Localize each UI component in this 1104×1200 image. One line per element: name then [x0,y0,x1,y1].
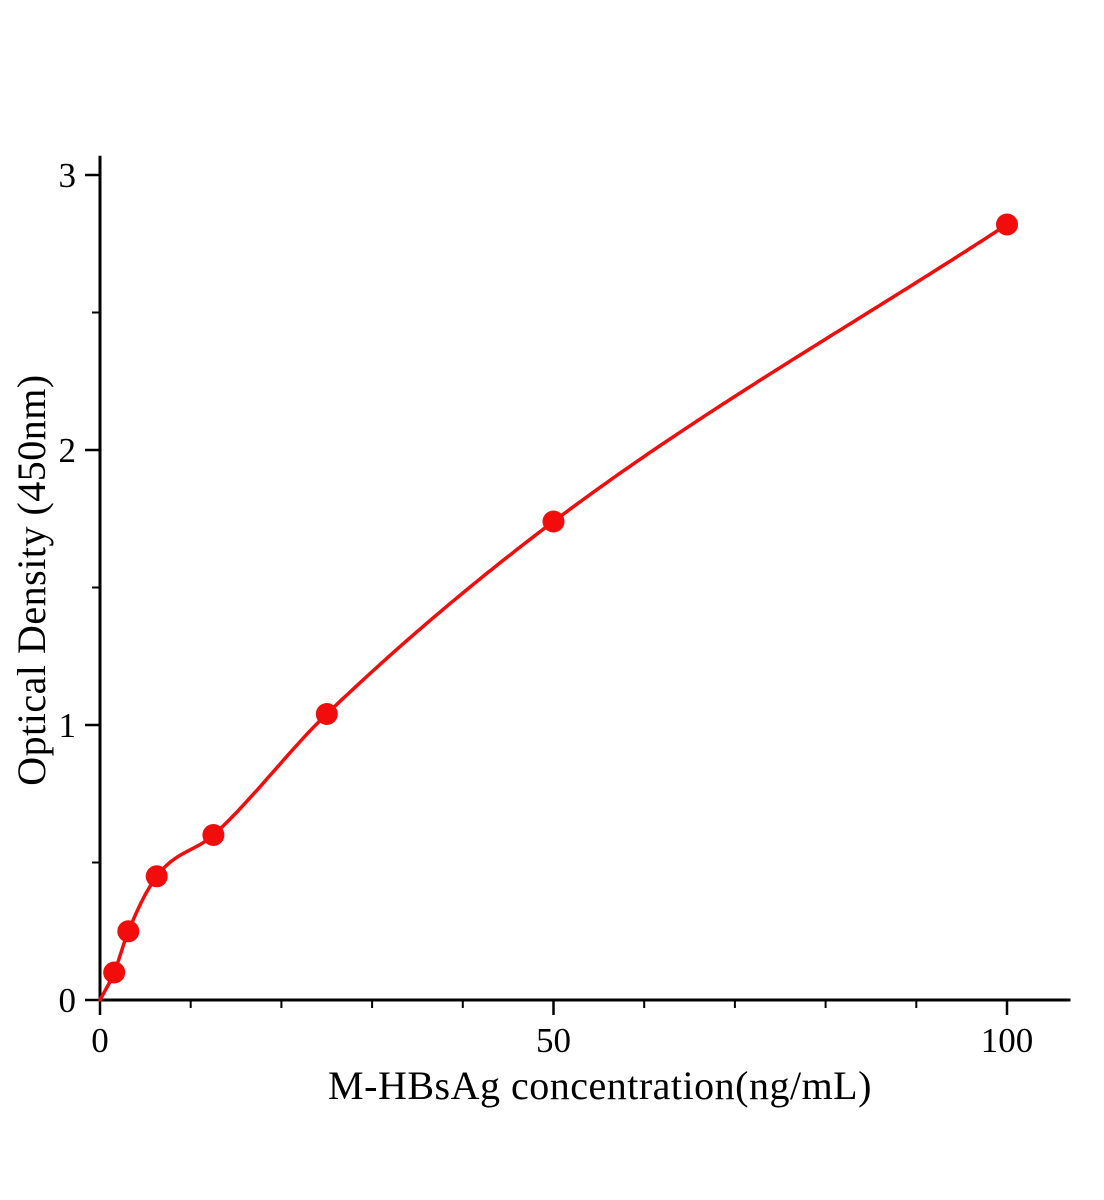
y-tick-label: 1 [59,706,77,745]
data-point [202,824,225,846]
y-tick-label: 3 [59,156,77,195]
data-point [542,510,565,533]
x-tick-label: 50 [536,1021,571,1060]
x-axis-title: M-HBsAg concentration(ng/mL) [328,1063,872,1108]
data-point [315,703,338,725]
data-point [996,213,1018,236]
data-point [103,961,126,984]
x-tick-label: 0 [91,1021,109,1060]
data-point [145,865,168,888]
data-point [117,920,140,943]
y-axis-title: Optical Density (450nm) [9,374,54,786]
y-tick-label: 2 [59,431,77,470]
fit-curve [98,222,1009,1002]
y-tick-label: 0 [59,981,77,1020]
x-tick-label: 100 [981,1021,1034,1060]
